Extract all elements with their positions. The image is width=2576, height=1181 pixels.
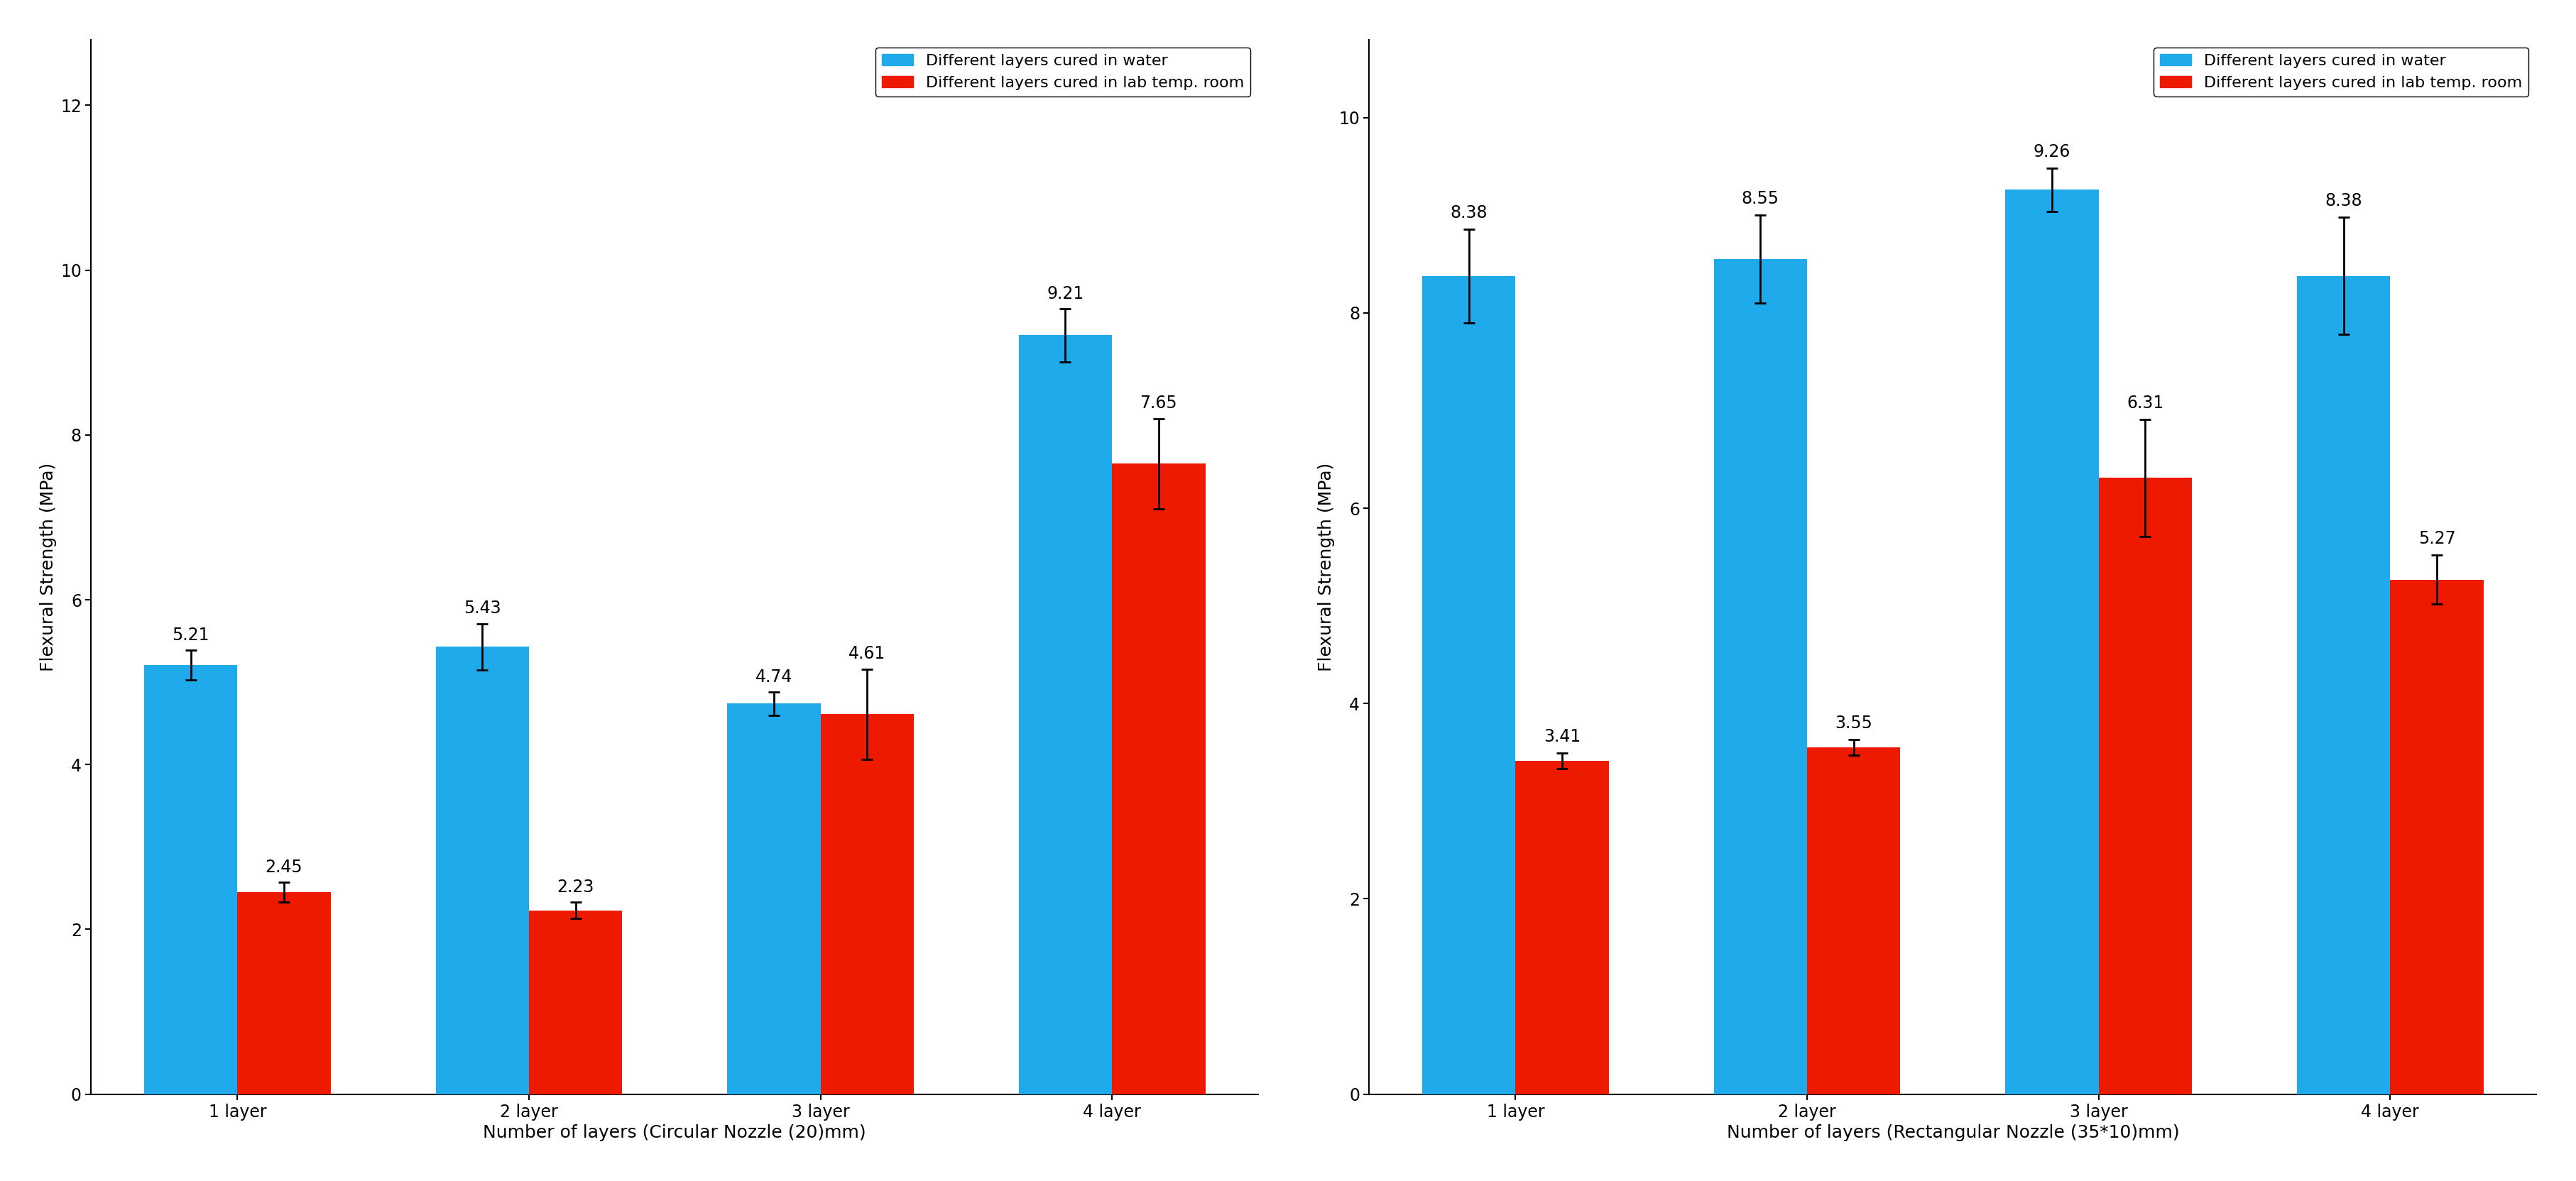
Text: 2.45: 2.45 — [265, 859, 304, 876]
Bar — [528, 911, 623, 1094]
Legend: Different layers cured in water, Different layers cured in lab temp. room: Different layers cured in water, Differe… — [2154, 47, 2530, 96]
Text: 2.23: 2.23 — [556, 879, 595, 895]
Text: 6.31: 6.31 — [2128, 394, 2164, 411]
Y-axis label: Flexural Strength (MPa): Flexural Strength (MPa) — [1316, 463, 1334, 671]
Text: 5.27: 5.27 — [2419, 530, 2455, 547]
Legend: Different layers cured in water, Different layers cured in lab temp. room: Different layers cured in water, Differe… — [876, 47, 1249, 96]
Text: 3.55: 3.55 — [1834, 715, 1873, 732]
Bar — [1515, 762, 1610, 1094]
Text: 8.55: 8.55 — [1741, 190, 1780, 208]
Text: 9.21: 9.21 — [1046, 286, 1084, 302]
Text: 8.38: 8.38 — [2326, 193, 2362, 209]
Bar — [1713, 259, 1808, 1094]
Bar — [726, 704, 822, 1094]
Text: 5.21: 5.21 — [173, 626, 209, 644]
Bar — [2391, 580, 2483, 1094]
Text: 3.41: 3.41 — [1543, 729, 1582, 745]
Text: 5.43: 5.43 — [464, 600, 500, 618]
Bar — [2099, 478, 2192, 1094]
Bar — [1808, 748, 1901, 1094]
Bar — [2004, 190, 2099, 1094]
Text: 4.74: 4.74 — [755, 668, 793, 685]
X-axis label: Number of layers (Circular Nozzle (20)mm): Number of layers (Circular Nozzle (20)mm… — [484, 1124, 866, 1142]
Y-axis label: Flexural Strength (MPa): Flexural Strength (MPa) — [39, 463, 57, 671]
Bar — [1422, 276, 1515, 1094]
Bar — [237, 893, 330, 1094]
Bar — [144, 665, 237, 1094]
Text: 8.38: 8.38 — [1450, 204, 1486, 221]
X-axis label: Number of layers (Rectangular Nozzle (35*10)mm): Number of layers (Rectangular Nozzle (35… — [1726, 1124, 2179, 1142]
Bar — [435, 647, 528, 1094]
Bar — [2298, 276, 2391, 1094]
Text: 7.65: 7.65 — [1141, 394, 1177, 412]
Bar — [1113, 464, 1206, 1094]
Text: 4.61: 4.61 — [848, 645, 886, 663]
Bar — [822, 715, 914, 1094]
Bar — [1018, 335, 1113, 1094]
Text: 9.26: 9.26 — [2032, 144, 2071, 161]
